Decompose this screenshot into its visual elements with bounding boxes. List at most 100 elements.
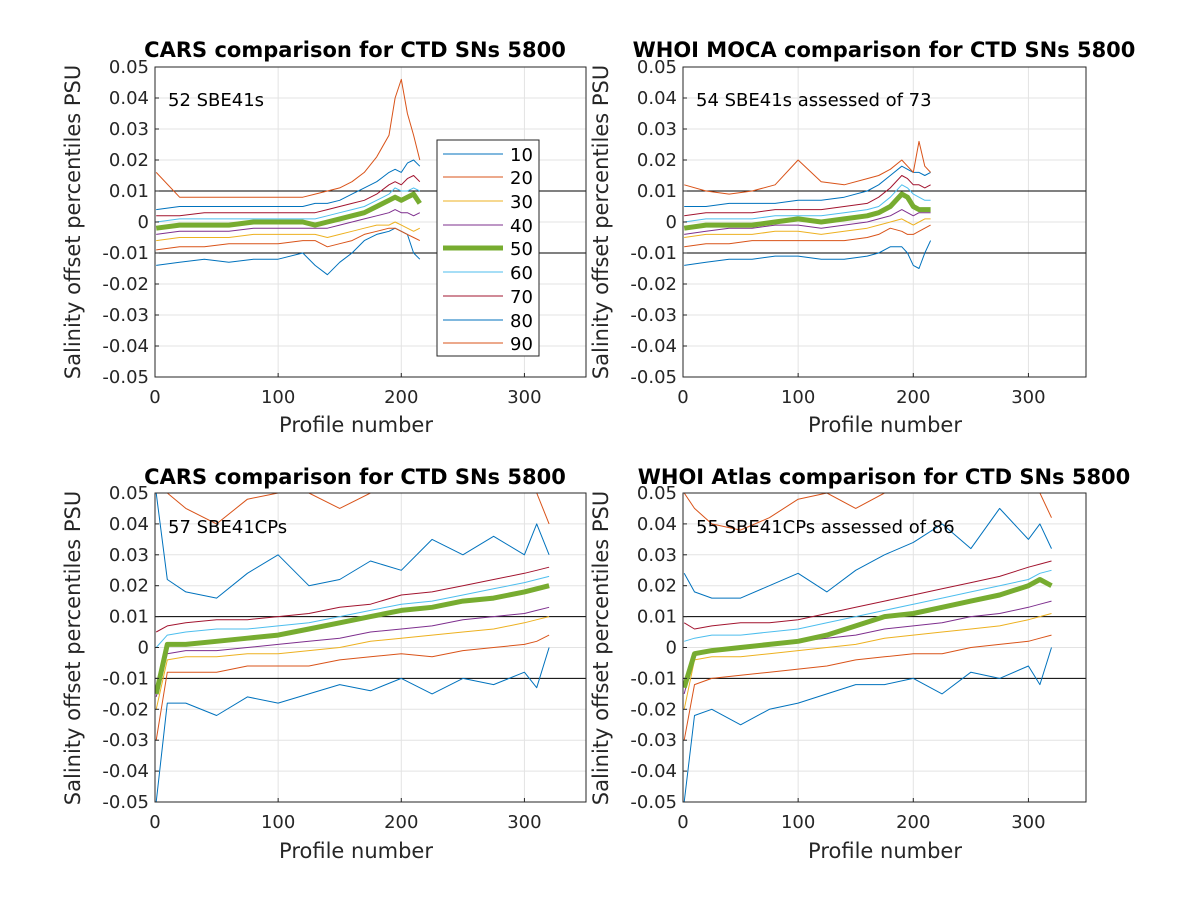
x-tick-label: 300	[507, 387, 541, 408]
legend-label: 80	[510, 311, 533, 332]
series-line-p40	[155, 606, 550, 698]
series-line-p40	[684, 209, 931, 235]
y-tick-label: 0.04	[637, 514, 677, 535]
y-axis-label: Salinity offset percentiles PSU	[589, 491, 613, 805]
y-tick-label: 0.02	[109, 150, 149, 171]
y-tick-label: 0.04	[109, 88, 149, 109]
panel-title: CARS comparison for CTD SNs 5800	[144, 465, 566, 489]
y-axis-label: Salinity offset percentiles PSU	[61, 491, 85, 805]
y-tick-label: -0.04	[630, 336, 677, 357]
y-tick-label: -0.01	[630, 668, 677, 689]
legend-entry: 50	[443, 239, 533, 260]
series-line-p80	[155, 493, 550, 599]
x-tick-label: 100	[781, 387, 815, 408]
series-line-p80	[156, 159, 421, 211]
y-tick-label: 0.03	[109, 545, 149, 566]
panel-annotation: 55 SBE41CPs assessed of 86	[696, 517, 955, 538]
series-line-p50	[155, 583, 550, 695]
x-tick-label: 0	[149, 812, 160, 833]
legend-label: 60	[510, 263, 533, 284]
legend-entry: 10	[443, 145, 533, 166]
legend-entry: 30	[443, 192, 533, 213]
y-tick-label: -0.03	[102, 305, 149, 326]
series-line-p90	[156, 493, 550, 525]
series-line-p60	[155, 575, 550, 648]
y-tick-label: 0.04	[109, 514, 149, 535]
y-tick-label: 0.01	[637, 607, 677, 628]
y-tick-label: -0.05	[630, 792, 677, 813]
series-line-p40	[156, 209, 421, 235]
y-tick-label: 0.05	[637, 57, 677, 78]
legend-label: 90	[510, 334, 533, 355]
x-tick-label: 300	[1011, 387, 1045, 408]
x-tick-label: 0	[677, 387, 688, 408]
panel-annotation: 52 SBE41s	[168, 90, 264, 111]
series-line-p50	[683, 191, 931, 231]
legend-label: 50	[510, 239, 533, 260]
x-tick-label: 300	[507, 812, 541, 833]
x-tick-label: 300	[1011, 812, 1045, 833]
series-line-p20	[684, 224, 931, 248]
series-line-p20	[683, 634, 1052, 741]
y-tick-label: 0.03	[637, 119, 677, 140]
panel-whoi-moca-sbe41: 0 100 200 300 -0.05 -0.04 -0.03 -0.02 -0.01 0 0.01…	[589, 38, 1135, 437]
y-tick-label: 0.02	[109, 576, 149, 597]
panel-cars-sbe41cp: 0 100 200 300 -0.05 -0.04 -0.03 -0.02 -0.01 0 0.01…	[61, 465, 587, 863]
legend-label: 70	[510, 287, 533, 308]
legend-label: 30	[510, 192, 533, 213]
panel-whoi-atlas-sbe41cp: 0 100 200 300 -0.05 -0.04 -0.03 -0.02 -0.01 0 0.01…	[589, 465, 1130, 863]
y-tick-label: 0.01	[637, 181, 677, 202]
panel-annotation: 57 SBE41CPs	[168, 517, 287, 538]
legend-entry: 90	[443, 334, 533, 355]
series-line-p60	[684, 184, 931, 223]
x-tick-label: 200	[384, 812, 418, 833]
y-tick-label: 0.04	[637, 88, 677, 109]
y-tick-label: 0	[138, 638, 149, 659]
y-axis-label: Salinity offset percentiles PSU	[61, 65, 85, 379]
y-tick-label: 0.03	[109, 119, 149, 140]
x-tick-label: 100	[781, 812, 815, 833]
y-tick-label: 0	[666, 212, 677, 233]
series-line-p10	[683, 647, 1052, 802]
series-line-p20	[156, 227, 421, 251]
x-axis-label: Profile number	[279, 839, 433, 863]
y-axis-label: Salinity offset percentiles PSU	[589, 65, 613, 379]
series-line-p20	[155, 634, 550, 741]
y-tick-label: 0	[138, 212, 149, 233]
legend-label: 40	[510, 216, 533, 237]
legend-entry: 60	[443, 263, 533, 284]
y-tick-label: 0.02	[637, 150, 677, 171]
legend: 10 20 30 40 50 60 70 80	[436, 139, 540, 357]
series-line-p90	[684, 140, 931, 195]
y-tick-label: -0.04	[102, 761, 149, 782]
y-tick-label: -0.03	[630, 730, 677, 751]
x-tick-label: 100	[261, 387, 295, 408]
series-line-p30	[683, 613, 1052, 710]
y-tick-label: -0.03	[102, 730, 149, 751]
series-line-p70	[684, 175, 931, 217]
series-line-p70	[683, 560, 1052, 630]
y-tick-label: -0.02	[630, 274, 677, 295]
legend-entry: 70	[443, 287, 533, 308]
y-tick-label: -0.03	[630, 305, 677, 326]
legend-label: 10	[510, 145, 533, 166]
series-line-p10	[684, 240, 932, 269]
y-tick-label: 0.03	[637, 545, 677, 566]
y-tick-label: -0.05	[102, 367, 149, 388]
series-line-p80	[684, 165, 931, 207]
series-line-p70	[156, 175, 421, 217]
y-tick-label: 0.01	[109, 181, 149, 202]
x-tick-label: 0	[677, 812, 688, 833]
y-tick-label: -0.01	[630, 243, 677, 264]
x-tick-label: 200	[896, 387, 930, 408]
y-tick-label: -0.01	[102, 668, 149, 689]
legend-entry: 20	[443, 168, 533, 189]
y-tick-label: -0.05	[102, 792, 149, 813]
panel-title: WHOI MOCA comparison for CTD SNs 5800	[633, 38, 1136, 62]
x-axis-label: Profile number	[808, 413, 962, 437]
x-tick-label: 0	[149, 387, 160, 408]
panel-title: CARS comparison for CTD SNs 5800	[144, 38, 566, 62]
series-line-p30	[155, 616, 550, 710]
legend-entry: 80	[443, 311, 533, 332]
y-tick-label: 0	[666, 638, 677, 659]
